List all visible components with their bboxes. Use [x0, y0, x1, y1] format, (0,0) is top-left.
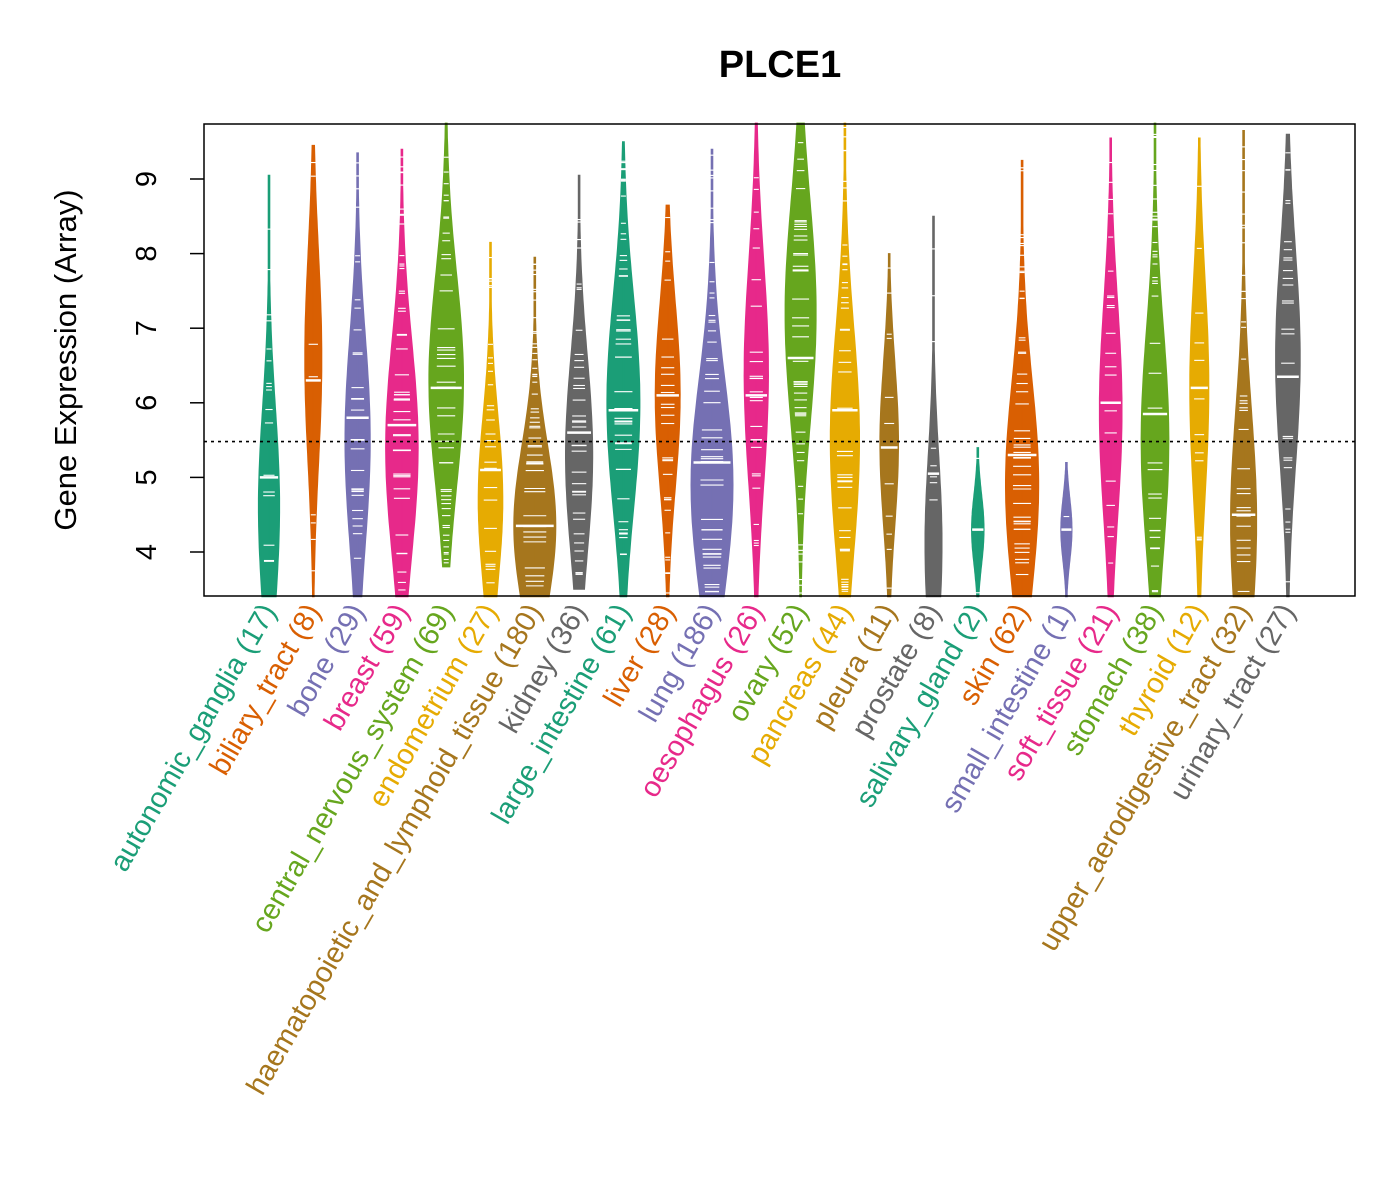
violin-upper_aerodigestive_tract — [1230, 130, 1258, 598]
violin-salivary_gland — [970, 447, 985, 598]
violin-biliary_tract — [304, 144, 323, 598]
y-tick-label-6: 6 — [131, 395, 163, 411]
violin-autonomic_ganglia — [257, 174, 281, 598]
violin-endometrium — [477, 241, 504, 598]
y-tick-label-4: 4 — [131, 544, 163, 560]
violin-liver — [654, 204, 681, 598]
violin-small_intestine — [1060, 462, 1073, 598]
y-tick-label-7: 7 — [131, 320, 163, 336]
violin-soft_tissue — [1098, 137, 1123, 598]
violin-oesophagus — [743, 122, 770, 598]
violin-haematopoietic_and_lymphoid_tissue — [513, 256, 557, 598]
violin-large_intestine — [606, 141, 641, 598]
x-axis-labels: autonomic_ganglia (17)biliary_tract (8)b… — [104, 599, 1302, 1101]
violins-layer — [257, 122, 1301, 598]
y-axis-label: Gene Expression (Array) — [48, 189, 83, 530]
violin-kidney — [565, 174, 594, 590]
chart-title: PLCE1 — [719, 44, 841, 86]
violin-prostate — [924, 215, 943, 598]
y-axis: 4 5 6 7 8 9 — [131, 171, 204, 560]
violin-central_nervous_system — [428, 122, 464, 568]
violin-urinary_tract — [1275, 133, 1301, 598]
violin-thyroid — [1189, 137, 1210, 598]
violin-skin — [1005, 159, 1040, 598]
plot-frame — [203, 123, 1356, 597]
violin-bone — [344, 152, 371, 598]
violin-ovary — [784, 122, 817, 598]
violin-pancreas — [829, 122, 860, 598]
violin-lung — [690, 148, 734, 598]
y-tick-label-8: 8 — [131, 246, 163, 262]
violin-stomach — [1140, 122, 1170, 598]
y-tick-label-5: 5 — [131, 469, 163, 485]
violin-breast — [385, 148, 419, 598]
y-tick-label-9: 9 — [131, 171, 163, 187]
violin-pleura — [879, 253, 899, 598]
